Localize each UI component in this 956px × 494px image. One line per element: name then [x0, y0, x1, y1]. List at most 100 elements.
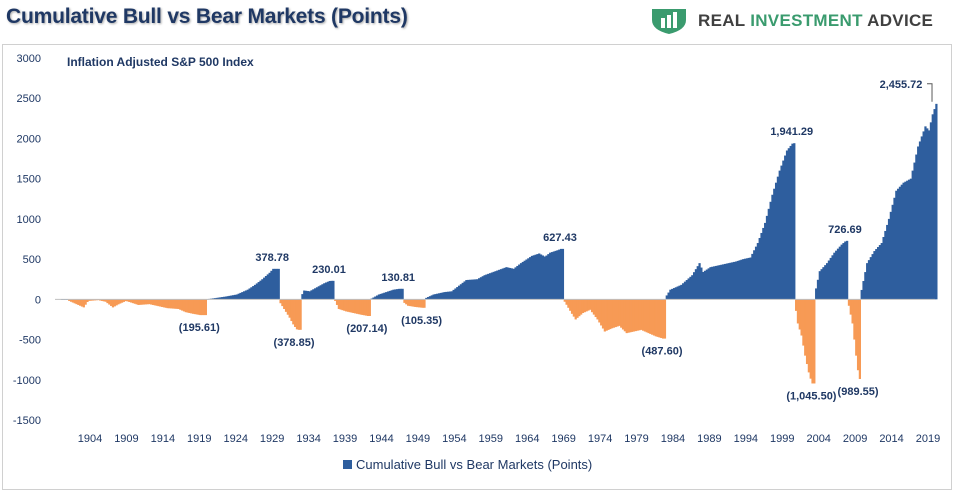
area-column [410, 299, 413, 307]
area-column [685, 280, 688, 300]
area-column [782, 160, 785, 300]
area-column [141, 299, 144, 305]
area-column [895, 190, 898, 300]
area-column [543, 256, 546, 300]
shield-icon [652, 9, 686, 34]
area-column [886, 224, 889, 300]
area-column [250, 287, 253, 300]
area-column [691, 275, 694, 300]
x-tick-label: 1959 [479, 433, 503, 445]
x-tick-label: 1969 [551, 433, 575, 445]
area-column [680, 284, 683, 300]
x-tick-label: 1954 [442, 433, 466, 445]
area-column [246, 289, 249, 300]
area-column [867, 260, 871, 300]
area-column [164, 299, 167, 308]
area-column [325, 282, 328, 300]
y-tick-label: -500 [19, 335, 41, 347]
area-column [893, 197, 896, 300]
area-column [598, 299, 601, 323]
area-column [279, 299, 282, 304]
area-column [425, 297, 428, 300]
area-column [481, 276, 484, 300]
area-column [337, 299, 340, 309]
area-column [609, 299, 612, 330]
area-column [922, 131, 925, 300]
area-column [756, 243, 759, 300]
area-column [731, 262, 734, 300]
x-tick-label: 1979 [624, 433, 648, 445]
area-column [647, 299, 650, 334]
area-column [509, 267, 512, 300]
area-column [733, 261, 736, 300]
area-column [441, 292, 444, 300]
area-column [119, 299, 122, 304]
area-column [612, 299, 616, 328]
area-column [898, 186, 902, 300]
area-column [621, 299, 625, 330]
area-column [754, 246, 758, 300]
area-column [445, 291, 448, 300]
area-column [793, 143, 796, 300]
area-column [590, 299, 594, 313]
area-column [144, 299, 147, 305]
area-column [434, 294, 437, 300]
area-column [361, 299, 364, 315]
area-column [527, 258, 530, 300]
data-label: (195.61) [179, 322, 220, 334]
area-column [911, 170, 914, 300]
area-column [179, 299, 182, 310]
area-column [423, 299, 426, 308]
area-column [414, 299, 417, 307]
area-column [827, 260, 831, 300]
area-column [343, 299, 346, 311]
annotations: (195.61) 378.78 (378.85) 230.01 (207.14) 130.… [179, 79, 933, 402]
area-column [931, 114, 934, 300]
area-column [312, 289, 315, 300]
area-column [166, 299, 169, 309]
area-column [791, 143, 794, 300]
area-column [516, 265, 519, 300]
area-column [674, 287, 677, 300]
x-tick-label: 1914 [151, 433, 175, 445]
area-column [909, 178, 913, 300]
area-column [933, 109, 936, 300]
area-column [567, 299, 570, 308]
x-tick-label: 1989 [697, 433, 721, 445]
area-column [201, 299, 204, 316]
area-column [403, 299, 406, 303]
area-column [131, 299, 135, 304]
y-tick-label: -1500 [13, 415, 41, 427]
area-column [365, 299, 368, 316]
area-column [636, 299, 639, 331]
area-column [773, 188, 776, 300]
area-column [268, 272, 271, 300]
area-column [829, 257, 832, 300]
area-column [703, 270, 707, 300]
area-column [357, 299, 361, 315]
area-column [878, 245, 882, 300]
x-tick-label: 1949 [406, 433, 430, 445]
area-column [935, 103, 938, 300]
brand-name-part2: INVESTMENT [750, 11, 863, 30]
area-column [658, 299, 661, 338]
area-column [155, 299, 158, 306]
area-column [550, 252, 554, 300]
area-column [822, 267, 825, 300]
area-column [314, 288, 317, 300]
area-column [332, 280, 335, 300]
area-column [774, 182, 778, 300]
area-column [742, 259, 745, 300]
area-column [75, 299, 78, 305]
area-column [159, 299, 162, 307]
area-column [711, 266, 714, 300]
area-column [532, 255, 535, 300]
area-column [90, 299, 93, 301]
area-column [153, 299, 156, 306]
x-tick-label: 1939 [333, 433, 357, 445]
data-label: (1,045.50) [786, 390, 836, 402]
area-column [758, 237, 761, 300]
area-column [396, 289, 399, 300]
area-column [111, 299, 115, 308]
area-column [536, 254, 539, 300]
